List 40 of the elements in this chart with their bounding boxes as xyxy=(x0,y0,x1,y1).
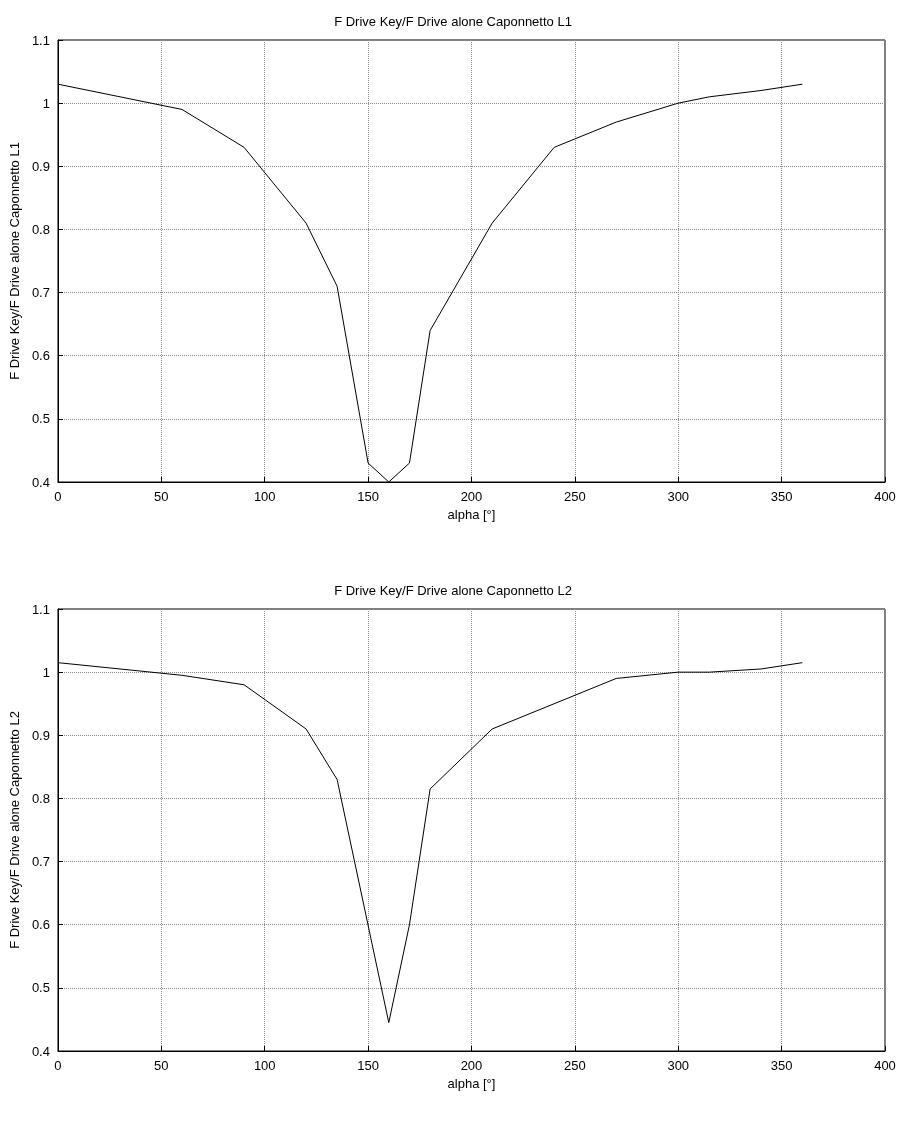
y-tick-label: 1 xyxy=(42,664,50,680)
y-tick-label: 0.6 xyxy=(31,348,50,364)
x-tick-label: 300 xyxy=(667,489,690,504)
x-tick-label: 300 xyxy=(667,1058,690,1073)
y-tick-label: 1.1 xyxy=(31,601,50,617)
x-axis-title: alpha [°] xyxy=(447,506,496,522)
y-tick-label: 0.4 xyxy=(31,474,50,490)
x-tick-label: 400 xyxy=(874,1058,896,1073)
x-tick-label: 150 xyxy=(357,489,379,504)
y-tick-label: 0.9 xyxy=(31,158,50,174)
x-tick-label: 250 xyxy=(564,489,586,504)
x-tick-label: 0 xyxy=(54,489,62,504)
x-tick-label: 100 xyxy=(253,489,276,504)
x-tick-label: 150 xyxy=(357,1058,379,1073)
y-axis-title: F Drive Key/F Drive alone Caponnetto L1 xyxy=(7,142,22,380)
x-axis-title: alpha [°] xyxy=(447,1075,496,1091)
x-tick-label: 250 xyxy=(564,1058,586,1073)
y-tick-label: 1.1 xyxy=(31,32,50,48)
x-tick-label: 350 xyxy=(770,489,793,504)
y-tick-label: 0.8 xyxy=(31,790,50,806)
y-tick-label: 0.8 xyxy=(31,221,50,237)
chart-title: F Drive Key/F Drive alone Caponnetto L2 xyxy=(334,583,572,598)
y-tick-label: 0.5 xyxy=(31,980,50,996)
x-tick-label: 400 xyxy=(874,489,896,504)
x-tick-label: 50 xyxy=(154,1058,169,1073)
x-tick-label: 50 xyxy=(154,489,169,504)
y-axis-title: F Drive Key/F Drive alone Caponnetto L2 xyxy=(7,711,22,949)
y-tick-label: 0.6 xyxy=(31,917,50,933)
x-tick-label: 200 xyxy=(460,1058,483,1073)
chart-title: F Drive Key/F Drive alone Caponnetto L1 xyxy=(334,14,572,29)
x-tick-label: 0 xyxy=(54,1058,62,1073)
x-tick-label: 200 xyxy=(460,489,483,504)
y-tick-label: 1 xyxy=(42,95,50,111)
x-tick-label: 100 xyxy=(253,1058,276,1073)
y-tick-label: 0.9 xyxy=(31,727,50,743)
y-tick-label: 0.7 xyxy=(31,854,50,870)
x-tick-label: 350 xyxy=(770,1058,793,1073)
y-tick-label: 0.5 xyxy=(31,411,50,427)
y-tick-label: 0.7 xyxy=(31,285,50,301)
y-tick-label: 0.4 xyxy=(31,1043,50,1059)
